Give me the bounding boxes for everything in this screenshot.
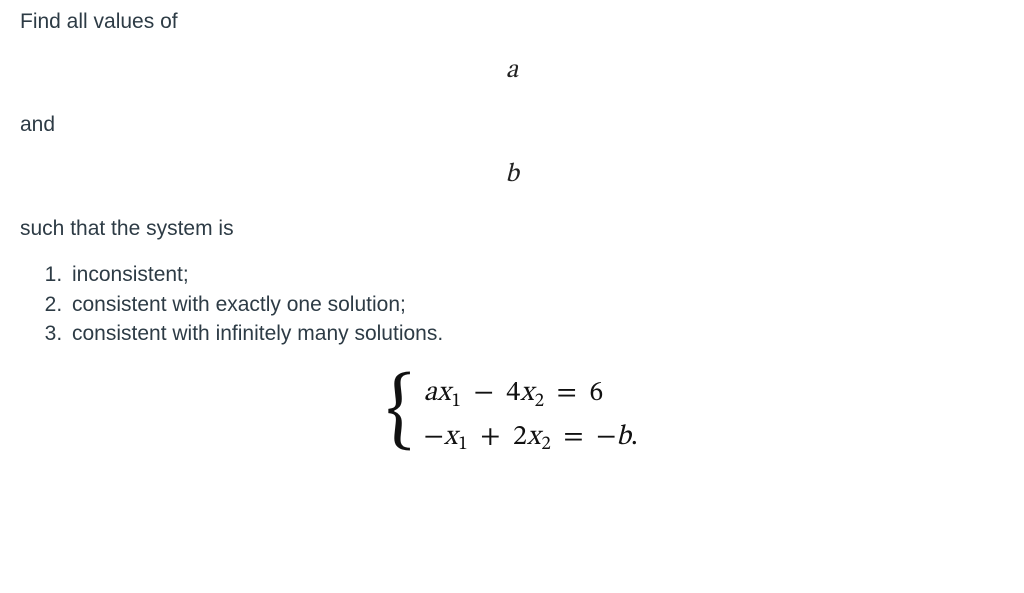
eq1-x1: x (437, 379, 450, 407)
equation-2: −x1 + 2x2 = −b. (424, 416, 638, 460)
eq1-equals: = (551, 379, 583, 407)
eq2-period: . (631, 423, 638, 451)
eq1-rhs: 6 (589, 379, 603, 407)
problem-statement: Find all values of a and b such that the… (0, 0, 1024, 480)
eq2-plus: + (474, 423, 506, 451)
variable-b: b (20, 158, 1004, 193)
eq2-x1: x (444, 423, 457, 451)
left-brace-icon: { (386, 381, 413, 444)
eq2-sub1: 1 (457, 434, 467, 454)
eq1-sub1: 1 (451, 391, 461, 411)
eq1-x2: x (520, 379, 533, 407)
eq1-minus: − (468, 379, 500, 407)
equation-system: { ax1 − 4x2 = 6 −x1 + 2x2 = −b. (20, 372, 1004, 460)
case-item-2: consistent with exactly one solution; (68, 291, 1004, 319)
equation-1: ax1 − 4x2 = 6 (424, 372, 604, 416)
and-line: and (20, 111, 1004, 139)
eq2-rhs-var: b (616, 423, 631, 451)
eq2-coef2: 2 (513, 423, 527, 451)
intro-line-2: such that the system is (20, 215, 1004, 243)
eq2-sub2: 2 (540, 434, 550, 454)
eq2-equals: = (557, 423, 589, 451)
variable-a: a (20, 54, 1004, 89)
eq2-rhs-neg: − (596, 423, 616, 451)
case-item-1: inconsistent; (68, 261, 1004, 289)
eq2-x2: x (527, 423, 540, 451)
case-list: inconsistent; consistent with exactly on… (46, 261, 1004, 348)
eq1-coef2: 4 (506, 379, 520, 407)
case-item-3: consistent with infinitely many solution… (68, 320, 1004, 348)
intro-line-1: Find all values of (20, 8, 1004, 36)
eq1-sub2: 2 (534, 391, 544, 411)
eq2-lead-neg: − (424, 423, 444, 451)
eq1-coef-a: a (424, 379, 437, 407)
equation-lines: ax1 − 4x2 = 6 −x1 + 2x2 = −b. (424, 372, 638, 460)
equation-system-inner: { ax1 − 4x2 = 6 −x1 + 2x2 = −b. (386, 372, 638, 460)
